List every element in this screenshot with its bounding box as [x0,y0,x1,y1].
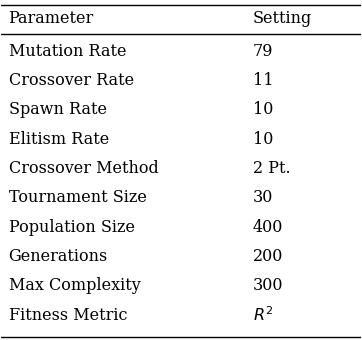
Text: 2 Pt.: 2 Pt. [253,160,290,177]
Text: 30: 30 [253,189,273,206]
Text: Fitness Metric: Fitness Metric [9,307,127,324]
Text: 300: 300 [253,277,283,294]
Text: Mutation Rate: Mutation Rate [9,43,126,60]
Text: 79: 79 [253,43,273,60]
Text: Elitism Rate: Elitism Rate [9,131,109,148]
Text: $R^2$: $R^2$ [253,306,273,324]
Text: Max Complexity: Max Complexity [9,277,140,294]
Text: Population Size: Population Size [9,219,135,236]
Text: 200: 200 [253,248,283,265]
Text: 11: 11 [253,72,273,89]
Text: Crossover Method: Crossover Method [9,160,158,177]
Text: 10: 10 [253,101,273,118]
Text: 400: 400 [253,219,283,236]
Text: Spawn Rate: Spawn Rate [9,101,106,118]
Text: Setting: Setting [253,11,312,28]
Text: Tournament Size: Tournament Size [9,189,147,206]
Text: Parameter: Parameter [9,11,94,28]
Text: Generations: Generations [9,248,108,265]
Text: Crossover Rate: Crossover Rate [9,72,134,89]
Text: 10: 10 [253,131,273,148]
